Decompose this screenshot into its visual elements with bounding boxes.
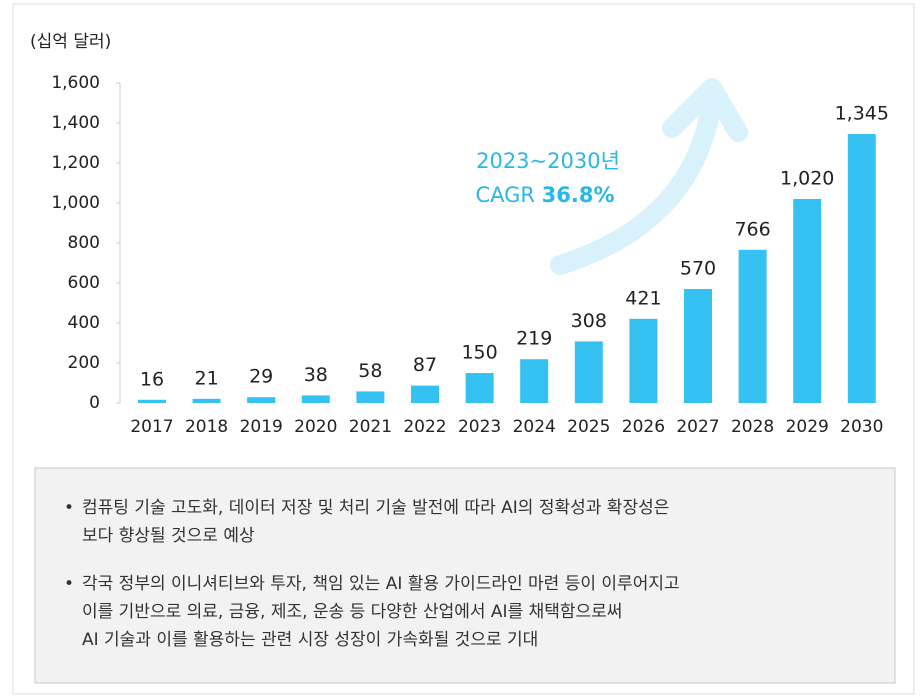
x-tick-label: 2029 bbox=[786, 417, 829, 437]
x-tick-label: 2022 bbox=[403, 417, 446, 437]
bar bbox=[738, 249, 767, 403]
value-label: 1,020 bbox=[780, 168, 834, 190]
x-tick-label: 2020 bbox=[294, 417, 337, 437]
y-tick-label: 1,400 bbox=[51, 113, 100, 133]
value-label: 219 bbox=[516, 328, 552, 350]
x-tick-label: 2026 bbox=[622, 417, 665, 437]
annotation-label: CAGR bbox=[475, 183, 535, 207]
note-line: 이를 기반으로 의료, 금융, 제조, 운송 등 다양한 산업에서 AI를 채택… bbox=[82, 602, 622, 622]
bar bbox=[629, 318, 658, 403]
value-label: 16 bbox=[140, 368, 164, 390]
note-bullet: • bbox=[64, 574, 74, 594]
annotation-value: 36.8% bbox=[542, 183, 615, 207]
note-line: 컴퓨팅 기술 고도화, 데이터 저장 및 처리 기술 발전에 따라 AI의 정확… bbox=[82, 498, 669, 518]
annotation-cagr: CAGR 36.8% bbox=[475, 183, 614, 207]
growth-arrow-head bbox=[662, 78, 748, 142]
frame bbox=[12, 3, 915, 695]
note-bullet: • bbox=[64, 498, 74, 518]
bar bbox=[356, 391, 385, 403]
y-tick-label: 400 bbox=[68, 313, 100, 333]
bar bbox=[684, 289, 712, 403]
bar bbox=[465, 373, 494, 403]
y-tick-label: 0 bbox=[89, 393, 100, 413]
value-label: 308 bbox=[571, 310, 607, 332]
value-label: 150 bbox=[461, 342, 497, 364]
x-tick-label: 2021 bbox=[349, 417, 392, 437]
x-tick-label: 2019 bbox=[240, 417, 283, 437]
note-line: AI 기술과 이를 활용하는 관련 시장 성장이 가속화될 것으로 기대 bbox=[82, 630, 538, 650]
y-tick-label: 800 bbox=[68, 233, 100, 253]
note-line: 보다 향상될 것으로 예상 bbox=[82, 526, 255, 546]
x-tick-label: 2028 bbox=[731, 417, 774, 437]
annotation-period: 2023~2030년 bbox=[476, 149, 620, 173]
value-label: 87 bbox=[413, 354, 437, 376]
x-tick-label: 2017 bbox=[130, 417, 173, 437]
x-tick-label: 2018 bbox=[185, 417, 228, 437]
bar bbox=[138, 399, 166, 403]
y-tick-label: 600 bbox=[68, 273, 100, 293]
x-tick-label: 2025 bbox=[567, 417, 610, 437]
value-label: 570 bbox=[680, 258, 716, 280]
y-axis-label: (십억 달러) bbox=[30, 32, 111, 52]
bar bbox=[520, 359, 549, 403]
bar bbox=[847, 134, 876, 403]
value-label: 766 bbox=[734, 218, 770, 240]
value-label: 21 bbox=[195, 367, 219, 389]
value-label: 38 bbox=[304, 364, 328, 386]
value-label: 1,345 bbox=[835, 103, 889, 125]
bar bbox=[247, 397, 276, 403]
x-tick-label: 2023 bbox=[458, 417, 501, 437]
y-tick-label: 1,600 bbox=[51, 73, 100, 93]
value-label: 58 bbox=[358, 360, 382, 382]
y-tick-label: 1,200 bbox=[51, 153, 100, 173]
x-tick-label: 2024 bbox=[513, 417, 556, 437]
bar bbox=[793, 199, 822, 403]
notes-box bbox=[34, 467, 896, 684]
y-tick-label: 200 bbox=[68, 353, 100, 373]
bar bbox=[192, 398, 221, 403]
bar bbox=[301, 395, 330, 403]
bar bbox=[411, 385, 439, 403]
value-label: 29 bbox=[249, 366, 273, 388]
value-label: 421 bbox=[625, 287, 661, 309]
y-tick-label: 1,000 bbox=[51, 193, 100, 213]
growth-arrow bbox=[550, 90, 722, 275]
bar bbox=[574, 341, 603, 403]
note-line: 각국 정부의 이니셔티브와 투자, 책임 있는 AI 활용 가이드라인 마련 등… bbox=[82, 574, 680, 594]
x-tick-label: 2030 bbox=[840, 417, 883, 437]
x-tick-label: 2027 bbox=[676, 417, 719, 437]
